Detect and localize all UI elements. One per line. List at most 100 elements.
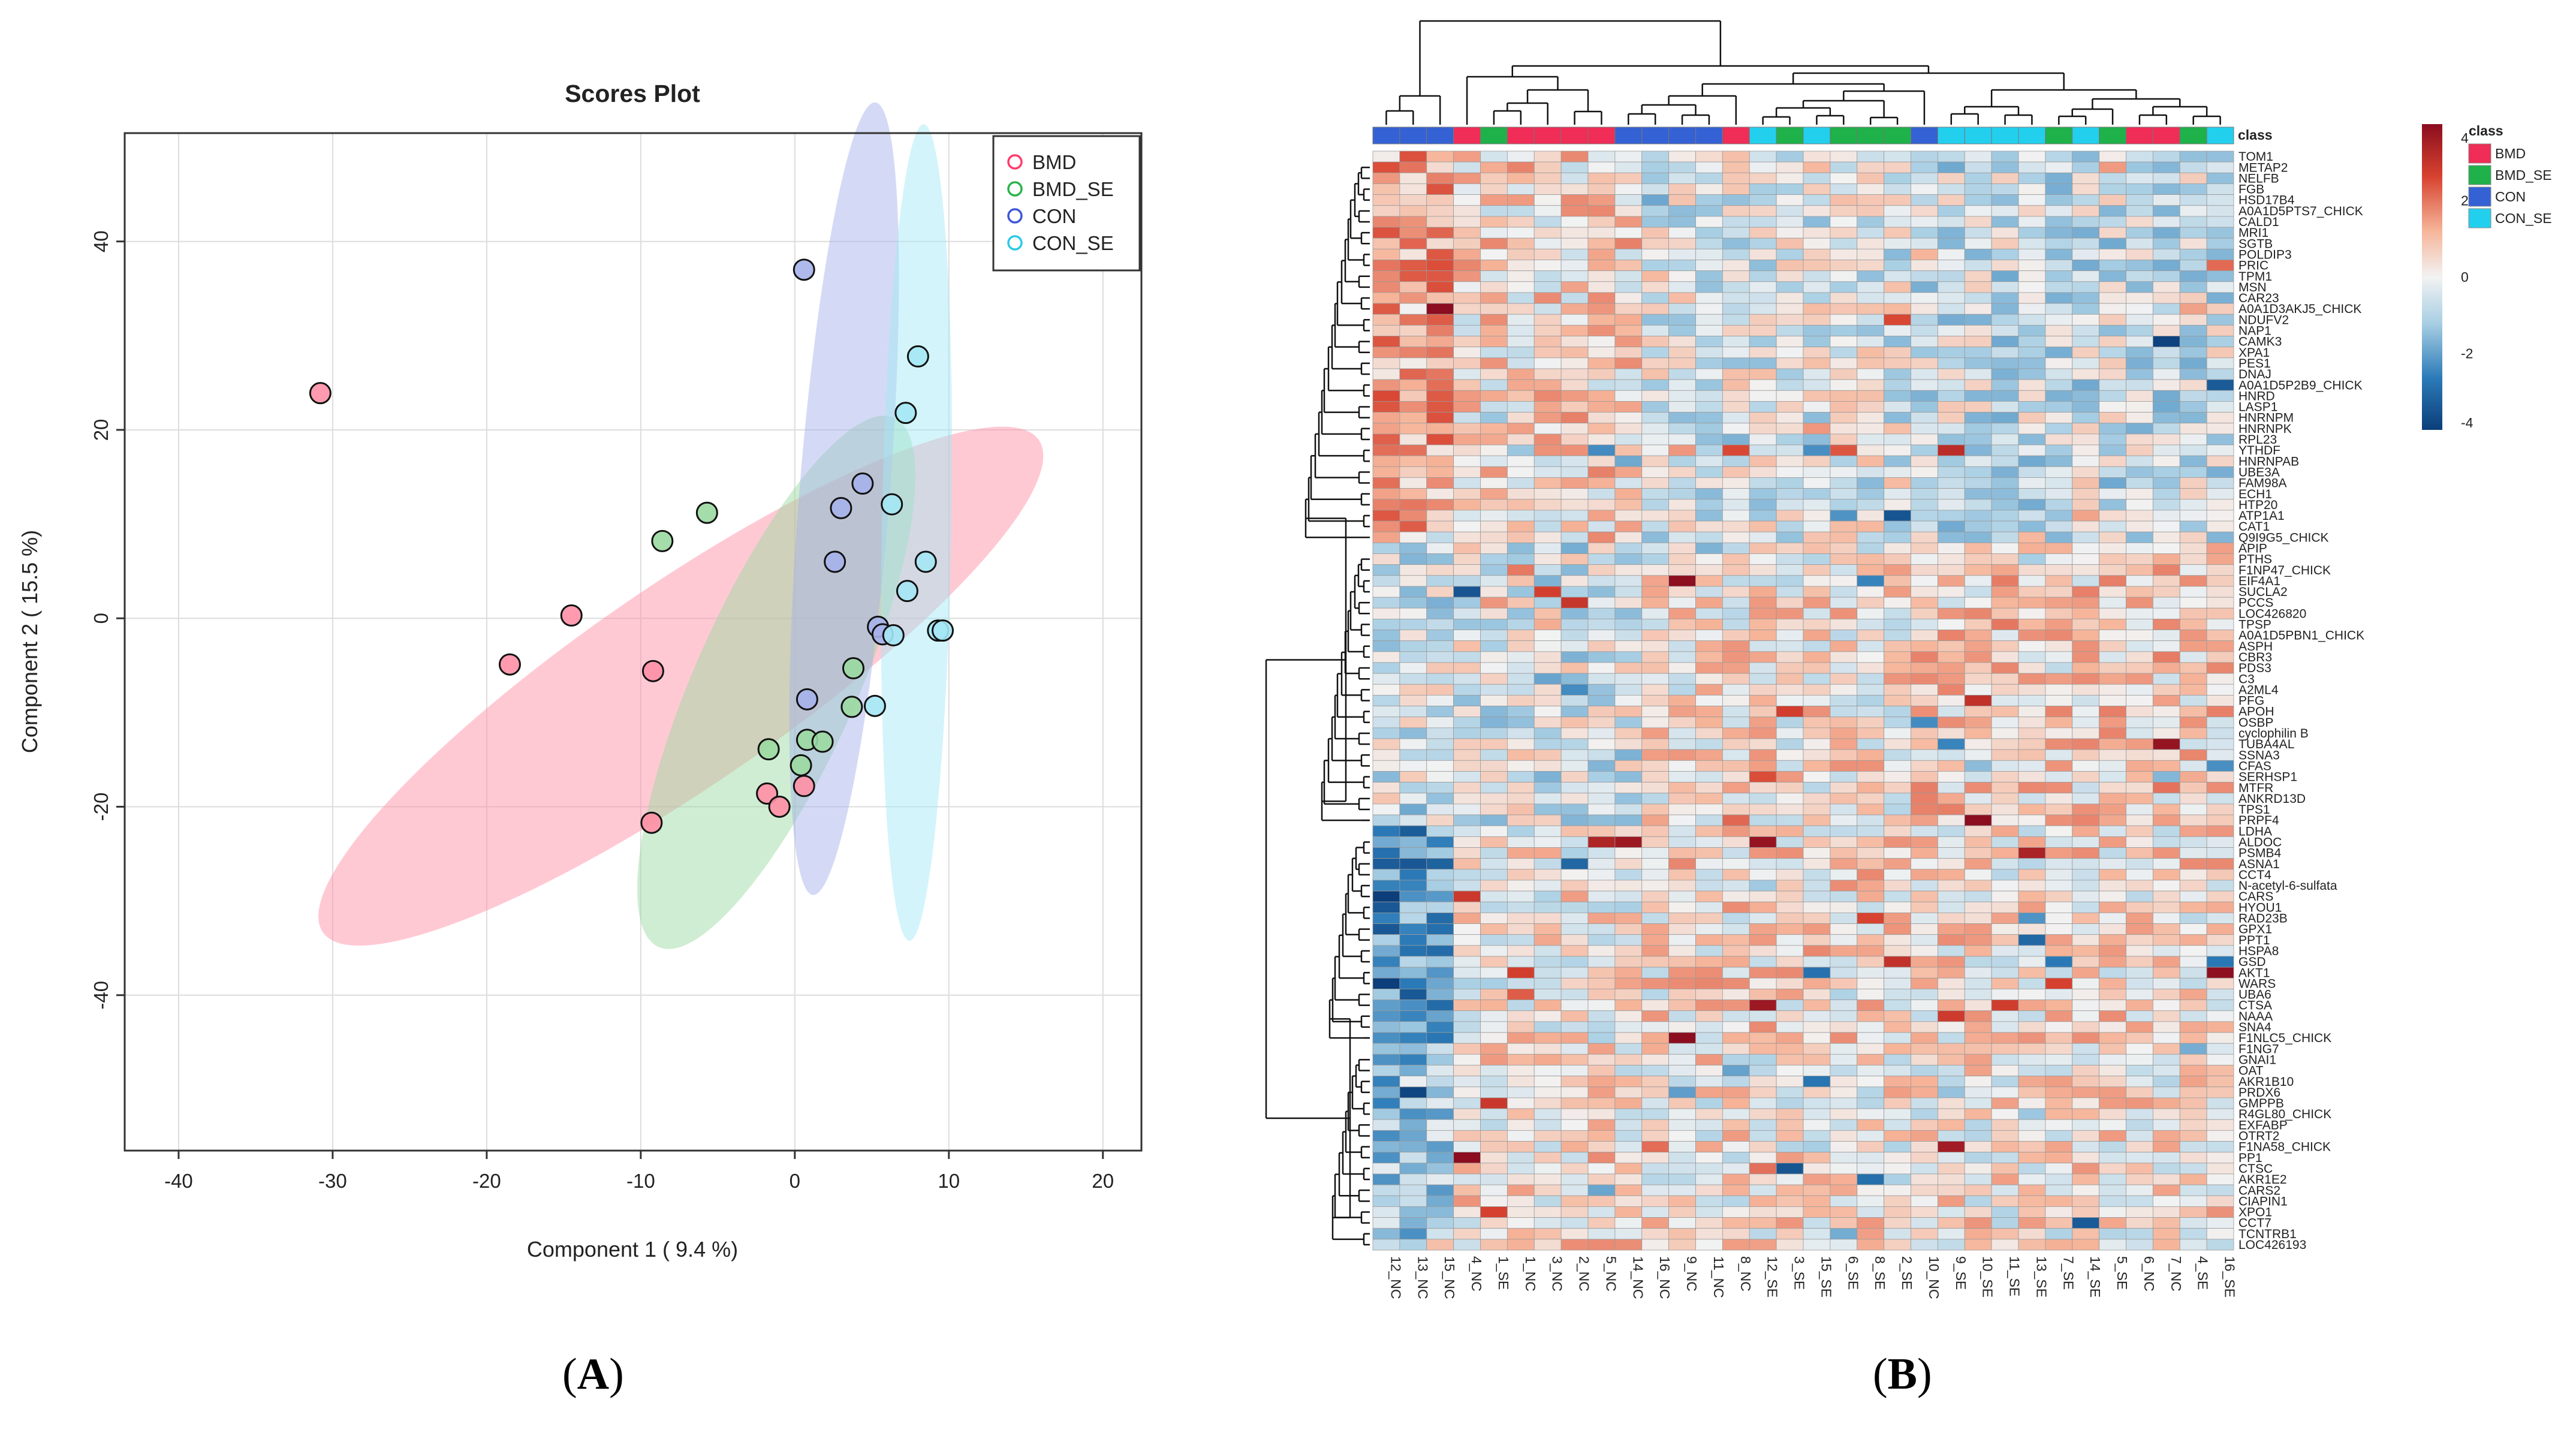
heatmap-cell [2152,825,2180,837]
heatmap-cell [1668,923,1696,935]
heatmap-cell [1803,1195,1831,1207]
heatmap-cell [2206,237,2234,249]
heatmap-cell [1964,858,1992,870]
heatmap-cell [2018,1152,2046,1164]
heatmap-cell [1937,618,1965,630]
heatmap-cell [1722,1043,1750,1055]
column-label: 7_NC [2168,1256,2184,1292]
heatmap-cell [1399,956,1427,968]
row-label: POLDIP3 [2238,248,2292,261]
heatmap-cell [1587,717,1616,728]
heatmap-cell [1560,618,1589,630]
heatmap-cell [1614,455,1643,467]
heatmap-cell [1722,1228,1750,1240]
heatmap-cell [1533,433,1562,445]
heatmap-cell [2206,1206,2234,1218]
heatmap-cell [1587,1021,1616,1033]
heatmap-cell [1911,869,1938,881]
heatmap-cell [1803,1086,1831,1098]
heatmap-cell [1507,825,1535,837]
heatmap-cell [1722,1108,1750,1120]
heatmap-cell [1911,575,1938,587]
column-label: 3_SE [1792,1256,1807,1290]
class-bar-cell [1533,127,1562,144]
heatmap-cell [2099,912,2126,924]
heatmap-cell [1749,706,1777,718]
heatmap-cell [1937,564,1965,576]
heatmap-cell [1453,455,1481,467]
heatmap-cell [1507,1032,1535,1044]
heatmap-cell [1641,923,1670,935]
heatmap-cell [1722,379,1750,391]
heatmap-cell [1937,324,1965,336]
heatmap-cell [2152,782,2180,794]
heatmap-cell [1803,945,1831,957]
heatmap-cell [1884,292,1911,304]
heatmap-cell [1507,771,1535,783]
heatmap-cell [1533,760,1562,772]
heatmap-cell [2206,1119,2234,1131]
heatmap-cell [1857,836,1885,848]
heatmap-cell [2099,455,2126,467]
heatmap-cell [1641,1065,1670,1077]
heatmap-cell [1964,760,1992,772]
heatmap-cell [1991,836,2019,848]
heatmap-cell [2126,956,2153,968]
heatmap-cell [2045,531,2073,543]
point-con [851,472,874,495]
heatmap-cell [1884,934,1911,946]
heatmap-cell [1803,607,1831,619]
row-label: ANKRD13D [2238,792,2306,806]
panel-label-b: (B) [1873,1350,1932,1399]
heatmap-cell [1399,227,1427,239]
heatmap-cell [1776,901,1804,913]
heatmap-cell [1399,314,1427,326]
heatmap-cell [1830,270,1858,282]
heatmap-cell [2126,651,2153,663]
heatmap-cell [1830,618,1858,630]
heatmap-cell [1830,1152,1858,1164]
heatmap-cell [1911,1043,1938,1055]
heatmap-cell [1830,836,1858,848]
heatmap-cell [2206,1239,2234,1251]
heatmap-cell [1587,281,1616,293]
heatmap-cell [1830,510,1858,522]
heatmap-cell [1614,1184,1643,1196]
heatmap-cell [1372,673,1400,685]
heatmap-cell [1507,586,1535,598]
heatmap-cell [1964,803,1992,815]
heatmap-cell [2206,651,2234,663]
heatmap-cell [1695,270,1723,282]
heatmap-cell [1399,1000,1427,1011]
heatmap-cell [2126,401,2153,413]
x-axis-label: Component 1 ( 9.4 %) [527,1237,738,1262]
heatmap-cell [2126,640,2153,652]
heatmap-cell [2045,814,2073,826]
heatmap-cell [1480,172,1508,184]
heatmap-cell [1560,1097,1589,1109]
heatmap-cell [1399,477,1427,489]
heatmap-cell [1480,390,1508,402]
heatmap-cell [2072,1119,2100,1131]
heatmap-cell [1776,618,1804,630]
heatmap-cell [1399,466,1427,478]
heatmap-cell [1641,423,1670,435]
heatmap-cell [2018,1228,2046,1240]
heatmap-cell [2072,194,2100,206]
heatmap-cell [1937,194,1965,206]
row-label: SUCLA2 [2238,585,2288,599]
heatmap-cell [1857,717,1885,728]
heatmap-cell [2072,303,2100,315]
heatmap-cell [1911,727,1938,739]
heatmap-cell [1857,1010,1885,1022]
heatmap-cell [1911,281,1938,293]
heatmap-cell [1991,412,2019,424]
heatmap-cell [1372,379,1400,391]
heatmap-cell [2126,161,2153,173]
heatmap-cell [1399,684,1427,696]
heatmap-cell [1830,717,1858,728]
heatmap-cell [2018,1108,2046,1120]
heatmap-cell [1776,1239,1804,1251]
heatmap-cell [1884,630,1911,642]
heatmap-cell [1857,488,1885,500]
